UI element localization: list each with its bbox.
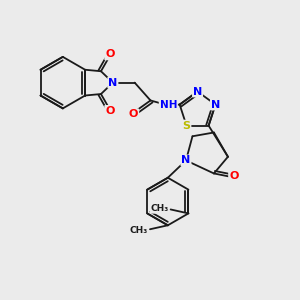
Text: N: N <box>193 86 202 97</box>
Text: N: N <box>211 100 220 110</box>
Text: O: O <box>229 171 239 182</box>
Text: CH₃: CH₃ <box>130 226 148 235</box>
Text: CH₃: CH₃ <box>150 204 169 213</box>
Text: N: N <box>108 78 118 88</box>
Text: N: N <box>182 155 190 165</box>
Text: O: O <box>105 106 115 116</box>
Text: NH: NH <box>160 100 177 110</box>
Text: O: O <box>129 109 138 119</box>
Text: S: S <box>182 121 190 130</box>
Text: O: O <box>105 50 115 59</box>
